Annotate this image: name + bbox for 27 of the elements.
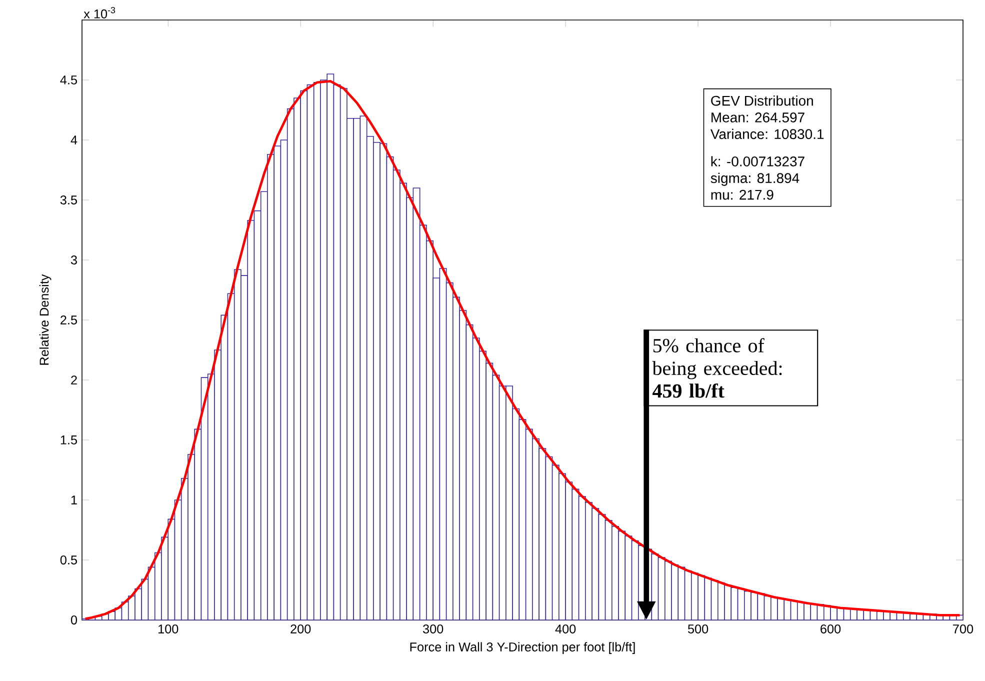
x-tick-label: 600 — [820, 624, 841, 634]
annotation: k: -0.00713237 — [711, 156, 804, 166]
y-tick-label: 2.5 — [60, 316, 77, 324]
x-tick-label: 500 — [688, 624, 708, 634]
x-tick-label: 700 — [953, 624, 974, 634]
y-axis-title: Relative Density — [39, 274, 52, 365]
x-axis-title: Force in Wall 3 Y-Direction per foot [lb/ft] — [410, 642, 635, 654]
annotation: Mean: 264.597 — [712, 112, 804, 122]
y-tick-label: 3.5 — [60, 196, 77, 204]
annotation: Variance: 10830.1 — [710, 128, 824, 140]
y-tick-label: 4 — [70, 136, 78, 144]
y-tick-label: 1.5 — [60, 436, 77, 444]
x-tick-label: 300 — [422, 624, 444, 634]
annotation: 5% chance of being exceeded: 459 lb/ft — [652, 338, 782, 398]
y-tick-label: 4.5 — [60, 76, 77, 84]
text: x 10$^{-3}$ — [84, 6, 116, 18]
y-tick-label: 0 — [70, 616, 78, 624]
x-tick-label: 400 — [555, 624, 576, 634]
annotation: GEV Distribution — [711, 95, 813, 106]
x-tick-label: 200 — [290, 624, 311, 634]
y-tick-label: 2 — [71, 376, 77, 384]
y-tick-label: 0.5 — [60, 556, 77, 564]
y-tick-label: 1 — [71, 496, 77, 504]
annotation: mu: 217.9 — [711, 190, 774, 200]
y-tick-label: 3 — [70, 256, 77, 264]
x-tick-label: 100 — [158, 624, 178, 634]
annotation: sigma: 81.894 — [710, 172, 800, 186]
